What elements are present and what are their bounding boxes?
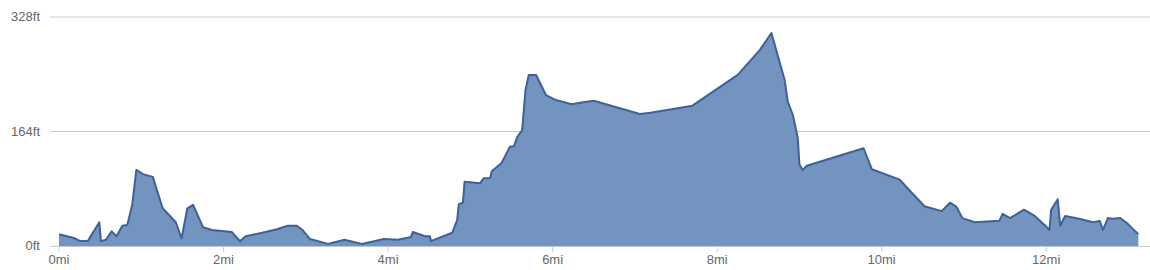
x-tick-label: 0mi <box>49 252 70 267</box>
x-tick-label: 4mi <box>378 252 399 267</box>
x-axis-range <box>59 246 1140 247</box>
x-tick-label: 12mi <box>1032 252 1060 267</box>
x-tick-label: 10mi <box>868 252 896 267</box>
y-tick-label: 328ft <box>11 9 40 24</box>
y-tick-label: 164ft <box>11 124 40 139</box>
elevation-line <box>59 33 1138 244</box>
x-tick-label: 8mi <box>707 252 728 267</box>
y-tick-label: 0ft <box>26 238 41 253</box>
plot-area <box>59 33 1138 246</box>
x-tick-label: 2mi <box>213 252 234 267</box>
x-tick-label: 6mi <box>542 252 563 267</box>
x-axis-line <box>50 246 1150 247</box>
grid-line <box>50 17 1150 18</box>
elevation-area <box>59 33 1138 246</box>
chart: 0ft 164ft 328ft 0mi 2mi 4mi 6mi 8mi 10mi 12mi <box>0 0 1150 270</box>
